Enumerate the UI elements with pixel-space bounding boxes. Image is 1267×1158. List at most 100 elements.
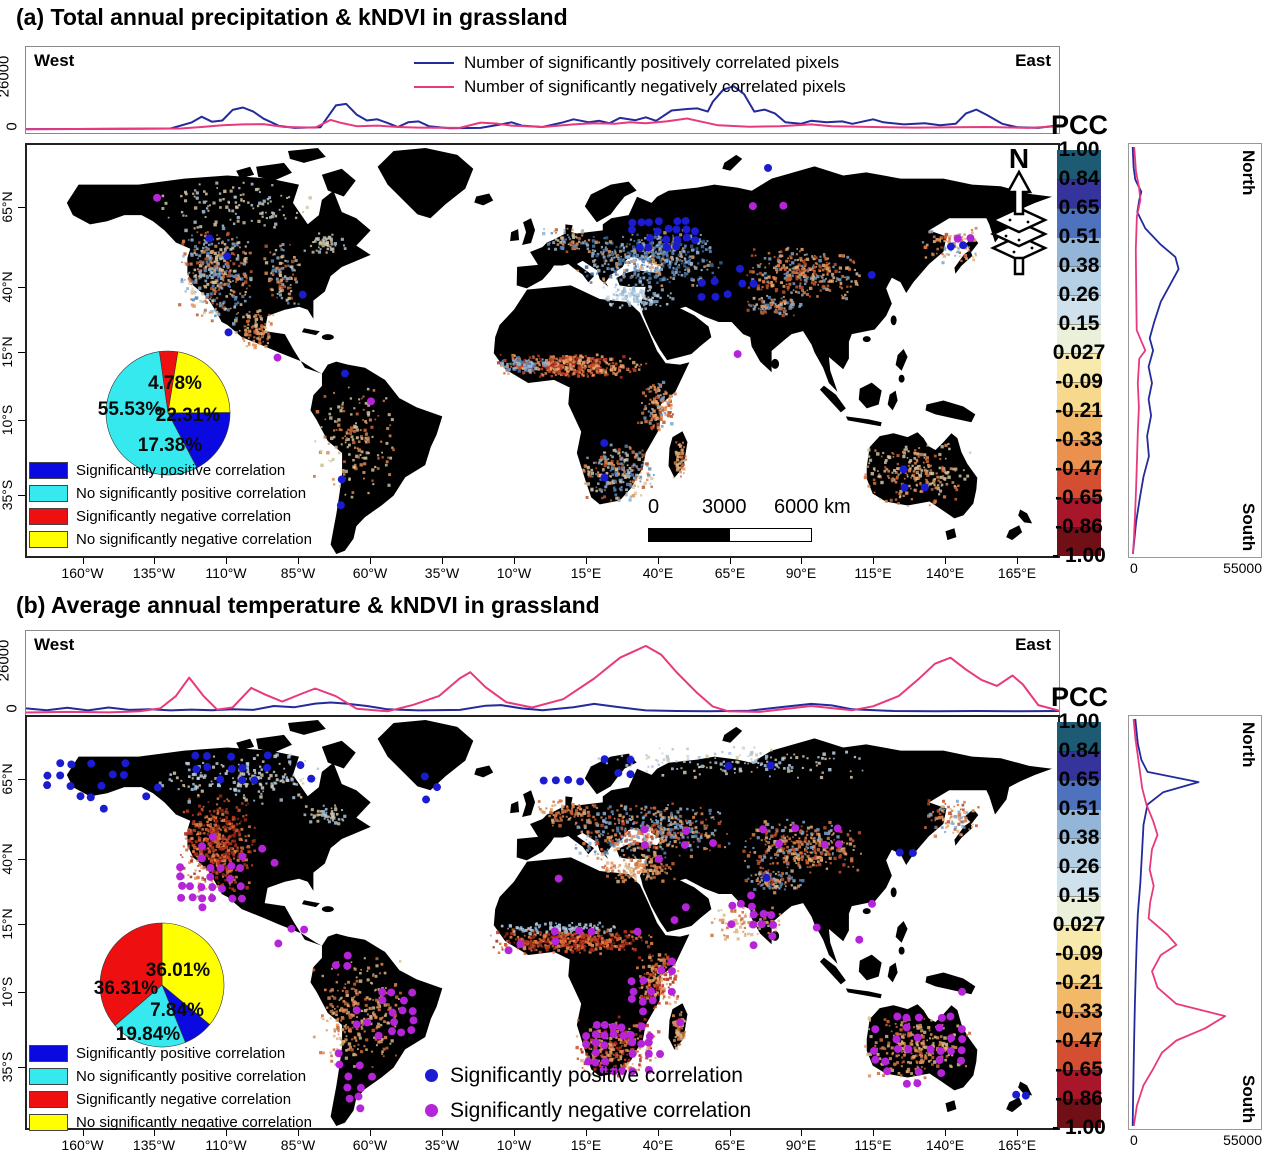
lon-tick-label: 40°E xyxy=(642,1137,674,1153)
profile-series xyxy=(25,117,1060,131)
colorbar-band xyxy=(1057,925,1101,954)
side-max-a: 55000 xyxy=(1223,560,1262,576)
lon-tick-mark xyxy=(658,1130,659,1136)
lat-tick-mark xyxy=(18,495,25,496)
lon-tick-mark xyxy=(945,1130,946,1136)
world-map-a xyxy=(66,147,1053,555)
colorbar-title-b: PCC xyxy=(1051,682,1109,712)
lon-tick-label: 85°W xyxy=(280,1137,316,1153)
dots-layer-b xyxy=(43,751,1030,1113)
north-label-b: North xyxy=(1239,722,1258,768)
west-label-b: West xyxy=(34,635,75,654)
colorbar-tick-label: 0.26 xyxy=(1058,855,1100,878)
lat-tick-mark xyxy=(18,207,25,208)
colorbar-band xyxy=(1057,440,1101,469)
positive-line-sample xyxy=(414,61,454,65)
colorbar-tick-label: 0.15 xyxy=(1058,884,1100,907)
lat-tick-label: 35°S xyxy=(0,479,15,511)
side-axis-a: 0 55000 xyxy=(1128,560,1262,576)
lon-tick-mark xyxy=(514,558,515,564)
legend-swatch xyxy=(29,485,68,502)
lon-axis-b: 160°W 135°W 110°W 85°W 60°W 35°W 10°W 15°E 40°E 6… xyxy=(0,1130,1267,1156)
pie-slice-label: 36.31% xyxy=(94,978,159,999)
map-legend-item: No significantly negative correlation xyxy=(29,528,312,551)
pie-slice xyxy=(105,351,198,476)
lon-tick-mark xyxy=(370,558,371,564)
profile-b-ymax-label: 26000 xyxy=(0,639,13,682)
side-series xyxy=(1132,718,1227,1127)
map-legend-item: No significantly negative correlation xyxy=(29,1111,312,1134)
colorbar-band xyxy=(1057,179,1101,208)
lon-tick-label: 160°W xyxy=(61,1137,104,1153)
lon-tick-label: 135°W xyxy=(132,1137,176,1153)
map-a xyxy=(25,143,1060,558)
lon-tick-mark xyxy=(873,558,874,564)
pie-slice xyxy=(114,984,186,1048)
legend-swatch xyxy=(29,1091,68,1108)
east-label-b: East xyxy=(1015,635,1051,654)
lon-tick-mark xyxy=(586,1130,587,1136)
lon-tick-mark xyxy=(298,558,299,564)
lat-axis-b: 65°N 40°N 15°N 10°S 35°S xyxy=(0,715,30,1130)
lon-tick-mark xyxy=(514,1130,515,1136)
lon-tick-label: 90°E xyxy=(785,565,817,581)
lon-tick-label: 60°W xyxy=(352,565,388,581)
colorbar-tick-label: 0.51 xyxy=(1058,797,1100,820)
lat-tick-label: 65°N xyxy=(0,191,15,223)
lat-tick-mark xyxy=(18,859,25,860)
north-label-a: North xyxy=(1239,150,1258,196)
colorbar-band xyxy=(1057,382,1101,411)
profile-series xyxy=(25,85,1060,131)
side-max-b: 55000 xyxy=(1223,1132,1262,1148)
colorbar-band xyxy=(1057,1099,1101,1128)
negative-dot-sample xyxy=(425,1104,438,1117)
map-legend-item: Significantly positive correlation xyxy=(29,459,312,482)
profile-a-plot xyxy=(25,85,1060,131)
lat-tick-label: 35°S xyxy=(0,1051,15,1083)
colorbar-band xyxy=(1057,266,1101,295)
side-chart-b: North South xyxy=(1128,715,1262,1130)
scale-3000: 3000 xyxy=(702,496,747,518)
lat-tick-label: 40°N xyxy=(0,843,15,875)
colorbar-band xyxy=(1057,353,1101,382)
lon-tick-label: 15°E xyxy=(570,1137,602,1153)
pie-slice-label: 4.78% xyxy=(148,373,202,394)
pcc-colorbar-b: 1.00 0.84 0.65 0.51 0.38 0.26 0.15 0.027 -0.09 -0… xyxy=(1052,711,1106,1139)
scale-bar: 0 3000 6000 km xyxy=(640,496,860,546)
pie-slice xyxy=(99,922,163,1026)
colorbar-tick-label: 0.38 xyxy=(1058,826,1100,849)
colorbar-band xyxy=(1057,1070,1101,1099)
svg-text:N: N xyxy=(1009,148,1029,174)
lat-tick-label: 15°N xyxy=(0,908,15,940)
legend-swatch xyxy=(29,1045,68,1062)
pie-slice-label: 7.84% xyxy=(150,1000,204,1021)
colorbar-band xyxy=(1057,498,1101,527)
lon-tick-mark xyxy=(730,1130,731,1136)
lon-tick-mark xyxy=(154,558,155,564)
lon-tick-mark xyxy=(1017,558,1018,564)
colorbar-band xyxy=(1057,722,1101,751)
negative-line-sample xyxy=(414,85,454,89)
lat-tick-mark xyxy=(18,287,25,288)
legend-label: No significantly positive correlation xyxy=(76,1068,307,1085)
colorbar-tick-label: -0.33 xyxy=(1055,1000,1103,1023)
colorbar-title-a: PCC xyxy=(1051,110,1109,140)
lat-axis-a: 65°N 40°N 15°N 10°S 35°S xyxy=(0,143,30,558)
pie-slice xyxy=(167,412,231,469)
colorbar-band xyxy=(1057,1041,1101,1070)
lon-tick-label: 140°E xyxy=(925,1137,965,1153)
colorbar-band xyxy=(1057,780,1101,809)
map-legend-a: Significantly positive correlation No sig… xyxy=(29,459,312,551)
side-plot-b xyxy=(1131,718,1227,1127)
positive-dot-sample xyxy=(425,1069,438,1082)
lon-tick-mark xyxy=(586,558,587,564)
profile-legend-item-negative: Number of significantly negatively corre… xyxy=(414,75,846,99)
legend-label: No significantly negative correlation xyxy=(76,1114,312,1131)
profile-legend-item-positive: Number of significantly positively corre… xyxy=(414,51,846,75)
lat-tick-mark xyxy=(18,1067,25,1068)
north-arrow-icon: N xyxy=(990,148,1048,276)
profile-chart-b: West East xyxy=(25,630,1060,718)
lon-tick-mark xyxy=(801,1130,802,1136)
dot-legend: Significantly positive correlation Signi… xyxy=(425,1058,751,1128)
colorbar-band xyxy=(1057,983,1101,1012)
